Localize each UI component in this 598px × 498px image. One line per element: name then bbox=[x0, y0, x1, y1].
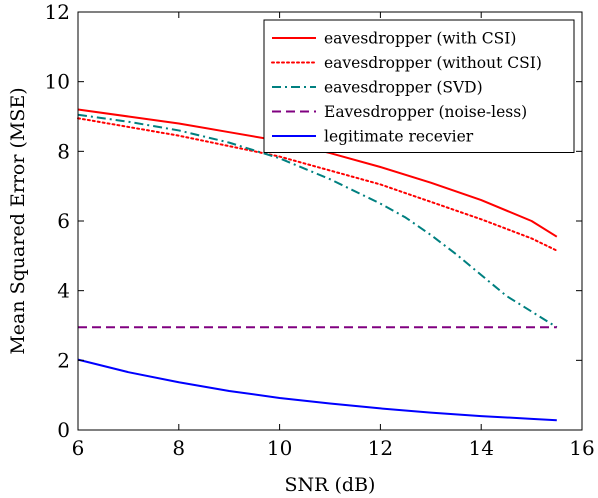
x-tick-label: 10 bbox=[267, 436, 292, 460]
x-tick-label: 8 bbox=[172, 436, 185, 460]
plot-area bbox=[77, 108, 558, 422]
axes: 6 8 10 12 14 16 0 2 4 6 8 10 12 bbox=[45, 0, 595, 460]
legend-label-5: legitimate recevier bbox=[324, 128, 474, 146]
series-line-2 bbox=[77, 117, 558, 252]
y-tick-label: 2 bbox=[57, 348, 70, 372]
y-tick-label: 8 bbox=[57, 139, 70, 163]
legend: eavesdropper (with CSI) eavesdropper (wit… bbox=[263, 19, 575, 153]
legend-label-3: eavesdropper (SVD) bbox=[324, 79, 483, 97]
series-line-5 bbox=[77, 358, 557, 422]
x-tick-label: 6 bbox=[72, 436, 85, 460]
x-axis-label: SNR (dB) bbox=[285, 474, 376, 496]
y-tick-label: 12 bbox=[45, 0, 70, 24]
series-line-1 bbox=[77, 108, 558, 238]
x-tick-label: 16 bbox=[569, 436, 594, 460]
x-tick-label: 12 bbox=[368, 436, 393, 460]
y-tick-label: 0 bbox=[57, 418, 70, 442]
legend-label-4: Eavesdropper (noise-less) bbox=[324, 103, 527, 121]
y-tick-label: 10 bbox=[45, 70, 70, 94]
y-axis-label: Mean Squared Error (MSE) bbox=[7, 87, 29, 354]
x-tick-label: 14 bbox=[468, 436, 493, 460]
y-tick-label: 4 bbox=[57, 279, 70, 303]
series-line-3 bbox=[77, 113, 558, 329]
legend-label-1: eavesdropper (with CSI) bbox=[324, 30, 516, 48]
legend-label-2: eavesdropper (without CSI) bbox=[324, 54, 542, 72]
y-tick-label: 6 bbox=[57, 209, 70, 233]
